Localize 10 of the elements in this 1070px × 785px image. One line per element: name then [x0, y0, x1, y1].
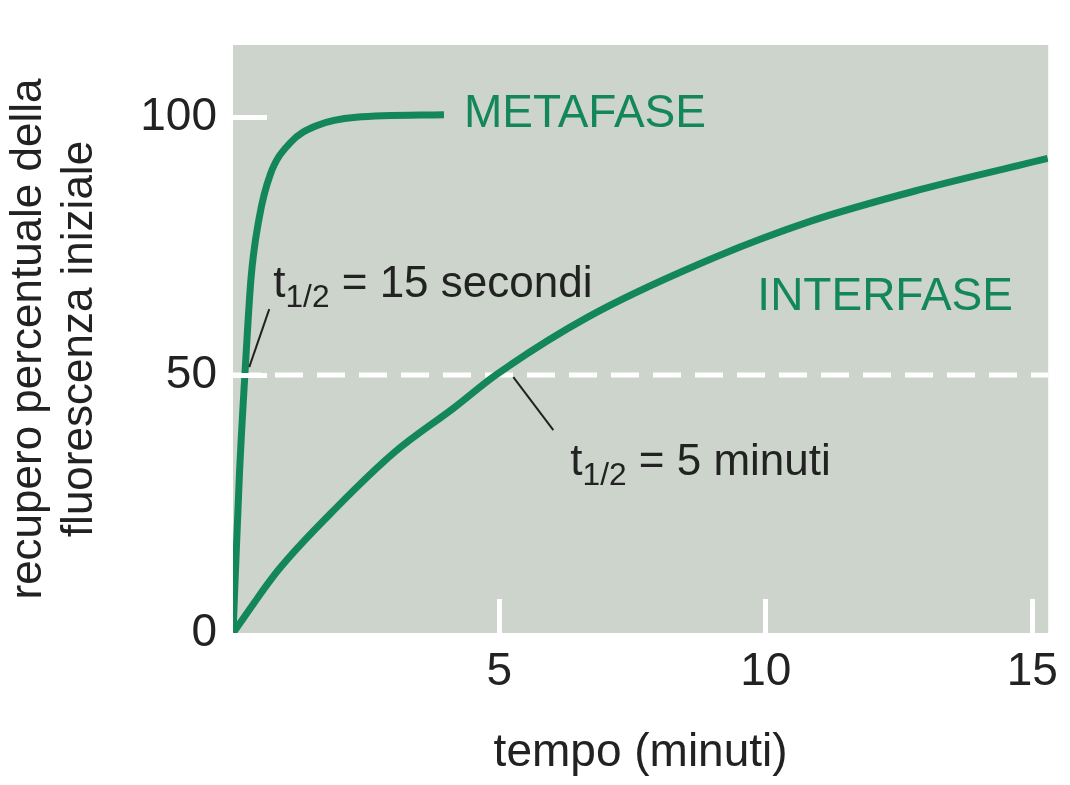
series-label: INTERFASE [757, 268, 1013, 321]
y-axis-title: recupero percentuale della fluorescenza iniziale [1, 77, 102, 600]
series-label: METAFASE [463, 85, 706, 138]
x-tick-label: 10 [740, 643, 792, 696]
y-tick-label: 100 [140, 87, 217, 140]
x-axis-title: tempo (minuti) [493, 724, 788, 777]
y-tick-label: 0 [191, 603, 217, 656]
x-tick-label: 15 [1006, 643, 1058, 696]
x-tick-label: 5 [486, 643, 513, 696]
y-tick-label: 50 [165, 345, 217, 398]
